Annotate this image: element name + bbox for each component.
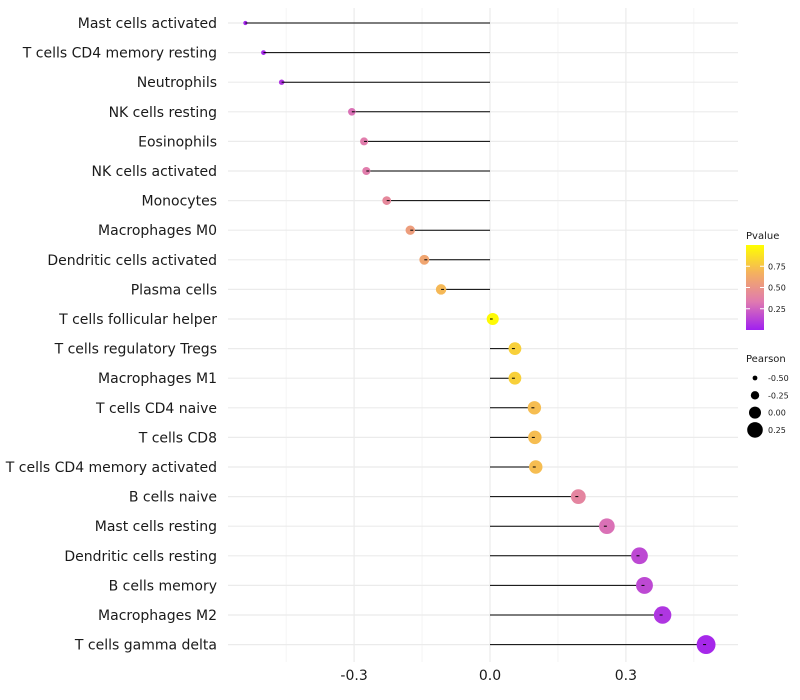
colorbar-tick-label: 0.50 [768, 284, 786, 293]
category-label: Plasma cells [131, 282, 217, 298]
pearson-legend-dot [752, 375, 758, 381]
category-label: T cells CD4 memory activated [5, 460, 217, 476]
pvalue-colorbar [746, 245, 764, 330]
category-label: Mast cells activated [78, 16, 217, 32]
lollipop-stems [245, 22, 707, 646]
category-label: Macrophages M2 [98, 608, 217, 624]
category-labels: Mast cells activated T cells CD4 memory r… [5, 16, 217, 654]
x-axis-ticks: -0.3 0.0 0.3 [340, 668, 637, 684]
pearson-legend-dot [749, 406, 761, 419]
pearson-legend-label: -0.25 [768, 391, 789, 400]
pearson-legend: Pearson -0.50 -0.25 0.00 0.25 [746, 354, 789, 438]
x-tick-label: 0.3 [615, 668, 637, 684]
colorbar-tick-label: 0.75 [768, 262, 786, 271]
category-label: T cells gamma delta [74, 638, 217, 654]
lollipop-points [243, 20, 716, 655]
category-label: Mast cells resting [95, 519, 217, 535]
pearson-legend-label: 0.00 [768, 409, 786, 418]
category-label: T cells CD4 memory resting [22, 46, 217, 62]
lollipop-point [529, 460, 543, 474]
category-label: B cells naive [129, 490, 217, 506]
category-label: Dendritic cells activated [47, 253, 217, 269]
category-label: T cells CD8 [138, 430, 217, 446]
category-label: T cells follicular helper [58, 312, 217, 328]
category-label: Eosinophils [138, 134, 217, 150]
x-tick-label: -0.3 [340, 668, 367, 684]
pearson-legend-dot [747, 422, 763, 438]
pearson-legend-label: -0.50 [768, 374, 789, 383]
pearson-legend-title: Pearson [746, 354, 786, 365]
category-label: Macrophages M1 [98, 371, 217, 387]
pvalue-legend-title: Pvalue [746, 231, 779, 242]
category-label: T cells CD4 naive [95, 401, 217, 417]
category-label: B cells memory [109, 578, 217, 594]
pearson-legend-label: 0.25 [768, 426, 786, 435]
category-label: NK cells resting [109, 105, 217, 121]
pearson-legend-dot [750, 391, 760, 400]
category-label: Dendritic cells resting [64, 549, 217, 565]
category-label: T cells regulatory Tregs [54, 342, 217, 358]
lollipop-point [360, 137, 369, 146]
colorbar-tick-label: 0.25 [768, 305, 786, 314]
category-label: Monocytes [142, 194, 217, 210]
category-label: NK cells activated [92, 164, 217, 180]
category-label: Neutrophils [137, 75, 217, 91]
x-tick-label: 0.0 [479, 668, 501, 684]
category-label: Macrophages M0 [98, 223, 217, 239]
pvalue-legend: Pvalue 0.25 0.50 0.75 [746, 231, 786, 330]
gridlines [228, 8, 738, 662]
